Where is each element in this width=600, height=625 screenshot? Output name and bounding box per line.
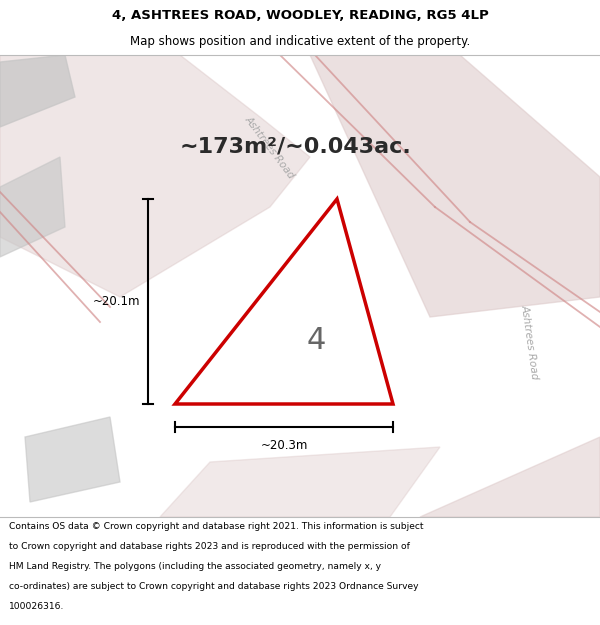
- Text: ~20.1m: ~20.1m: [92, 295, 140, 308]
- Text: 4, ASHTREES ROAD, WOODLEY, READING, RG5 4LP: 4, ASHTREES ROAD, WOODLEY, READING, RG5 …: [112, 9, 488, 22]
- Polygon shape: [160, 447, 440, 517]
- Text: co-ordinates) are subject to Crown copyright and database rights 2023 Ordnance S: co-ordinates) are subject to Crown copyr…: [9, 582, 419, 591]
- Polygon shape: [0, 157, 65, 257]
- Text: HM Land Registry. The polygons (including the associated geometry, namely x, y: HM Land Registry. The polygons (includin…: [9, 562, 381, 571]
- Polygon shape: [0, 55, 310, 297]
- Text: Map shows position and indicative extent of the property.: Map shows position and indicative extent…: [130, 35, 470, 48]
- Text: 4: 4: [307, 326, 326, 355]
- Text: to Crown copyright and database rights 2023 and is reproduced with the permissio: to Crown copyright and database rights 2…: [9, 542, 410, 551]
- Polygon shape: [0, 55, 75, 127]
- Text: Contains OS data © Crown copyright and database right 2021. This information is : Contains OS data © Crown copyright and d…: [9, 522, 424, 531]
- Text: ~20.3m: ~20.3m: [260, 439, 308, 452]
- Polygon shape: [310, 55, 600, 317]
- Polygon shape: [420, 437, 600, 517]
- Text: Ashtrees Road: Ashtrees Road: [520, 304, 540, 380]
- Text: ~173m²/~0.043ac.: ~173m²/~0.043ac.: [179, 137, 411, 157]
- Text: Ashtrees Road: Ashtrees Road: [243, 114, 297, 180]
- Polygon shape: [25, 417, 120, 502]
- Text: 100026316.: 100026316.: [9, 602, 64, 611]
